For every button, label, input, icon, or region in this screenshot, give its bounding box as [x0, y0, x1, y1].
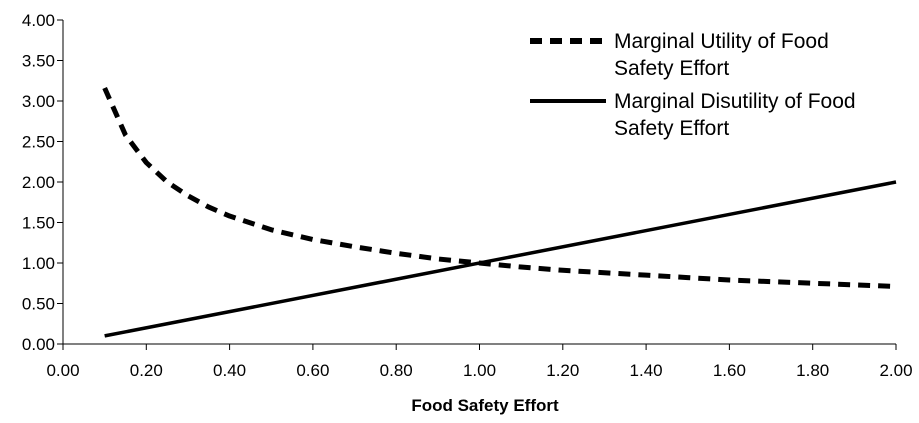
x-tick-label: 0.20 — [130, 361, 163, 380]
y-tick-label: 4.00 — [22, 11, 55, 30]
series-line-marginal-utility — [102, 87, 897, 289]
y-tick-label: 0.50 — [22, 295, 55, 314]
legend-label-marginal-utility-line2: Safety Effort — [614, 57, 729, 80]
legend-label-marginal-utility-line1: Marginal Utility of Food — [614, 30, 829, 53]
x-tick-label: 1.60 — [713, 361, 746, 380]
y-tick-label: 0.00 — [22, 335, 55, 354]
y-tick-label: 1.50 — [22, 214, 55, 233]
x-tick-label: 1.20 — [546, 361, 579, 380]
x-tick-label: 0.60 — [296, 361, 329, 380]
series-layer — [102, 87, 897, 338]
y-tick-label: 3.50 — [22, 52, 55, 71]
legend-label-marginal-disutility-line1: Marginal Disutility of Food — [614, 90, 856, 113]
legend-label-marginal-disutility-line2: Safety Effort — [614, 117, 729, 140]
series-line-marginal-disutility — [104, 180, 897, 338]
x-tick-label: 2.00 — [879, 361, 912, 380]
y-tick-label: 2.00 — [22, 173, 55, 192]
legend: Marginal Utility of Food Safety Effort M… — [530, 30, 856, 140]
x-tick-label: 0.40 — [213, 361, 246, 380]
y-tick-label: 2.50 — [22, 133, 55, 152]
ticks: 0.00 0.50 1.00 1.50 2.00 2.50 3.00 3.50 4.00 0.00… — [22, 11, 913, 380]
y-tick-label: 1.00 — [22, 254, 55, 273]
x-axis-title: Food Safety Effort — [411, 396, 559, 415]
x-tick-label: 1.00 — [463, 361, 496, 380]
x-tick-label: 0.00 — [46, 361, 79, 380]
axes — [62, 20, 896, 345]
x-tick-label: 0.80 — [380, 361, 413, 380]
y-tick-label: 3.00 — [22, 92, 55, 111]
x-tick-label: 1.40 — [630, 361, 663, 380]
x-tick-label: 1.80 — [796, 361, 829, 380]
